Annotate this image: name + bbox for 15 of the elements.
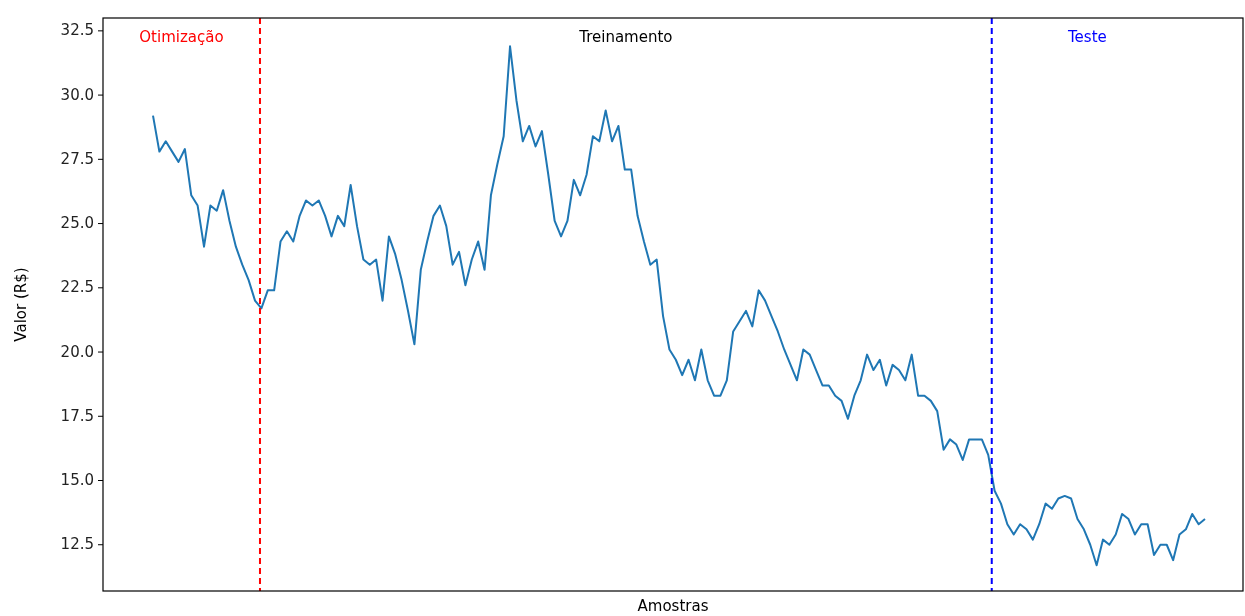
y-tick-label: 27.5 bbox=[60, 149, 94, 168]
annotation: Otimização bbox=[139, 27, 224, 46]
y-tick-label: 25.0 bbox=[60, 214, 94, 233]
y-tick-label: 22.5 bbox=[60, 278, 94, 297]
y-tick-label: 17.5 bbox=[60, 406, 94, 425]
x-axis-title: Amostras bbox=[637, 597, 709, 615]
y-tick-label: 32.5 bbox=[60, 21, 94, 40]
y-tick-label: 15.0 bbox=[60, 471, 94, 490]
annotation: Treinamento bbox=[578, 27, 673, 46]
annotation: Teste bbox=[1066, 27, 1107, 46]
line-series bbox=[152, 45, 1206, 567]
y-axis-title: Valor (R$) bbox=[12, 267, 30, 342]
y-tick-label: 30.0 bbox=[60, 85, 94, 104]
y-tick-label: 20.0 bbox=[60, 342, 94, 361]
y-tick-label: 12.5 bbox=[60, 535, 94, 554]
